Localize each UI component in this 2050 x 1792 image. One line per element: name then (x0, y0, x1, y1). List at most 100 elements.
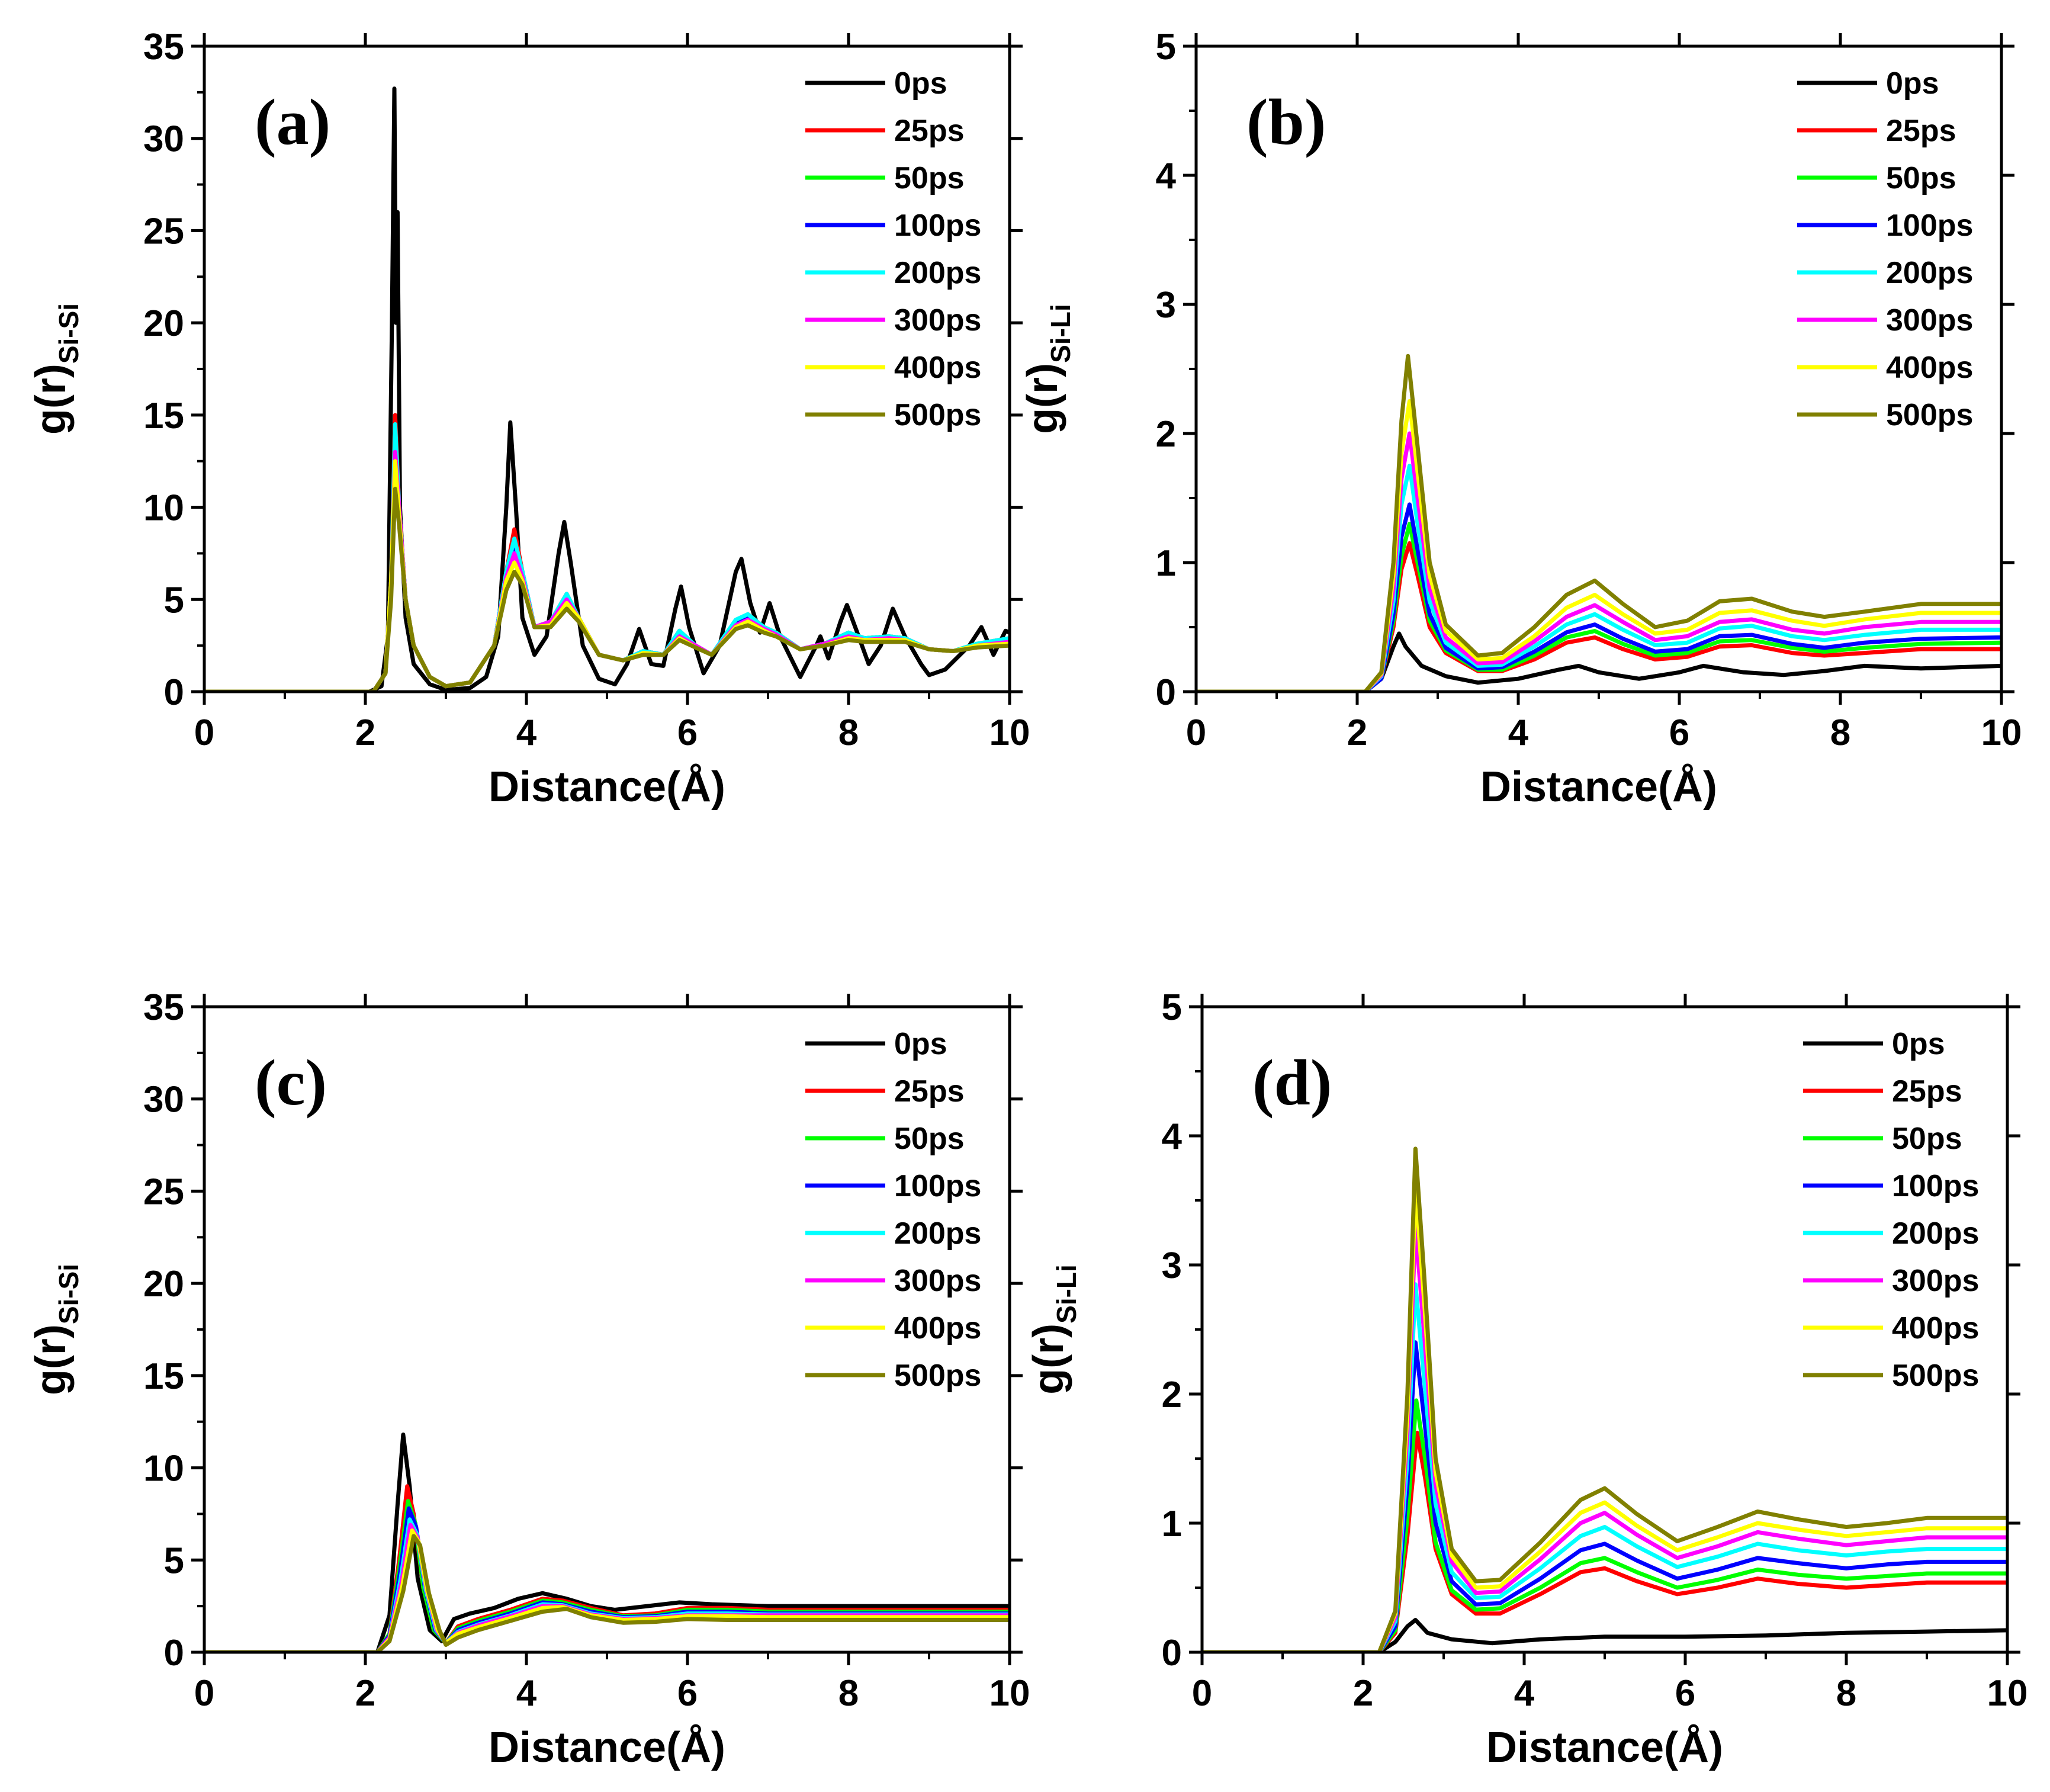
x-tick-label: 4 (1514, 1673, 1535, 1714)
series-lines (1202, 1147, 2007, 1652)
series-line-500ps (204, 1534, 1010, 1652)
x-tick-label: 2 (1353, 1673, 1373, 1714)
y-tick-label: 2 (1162, 1374, 1182, 1415)
y-tick-label: 3 (1156, 285, 1176, 326)
y-tick-label: 15 (143, 1356, 184, 1397)
legend-label: 0ps (1892, 1027, 1945, 1061)
series-line-500ps (1196, 354, 2001, 692)
legend: 0ps 25ps 50ps 100ps 200ps 300ps 400ps 500ps (1797, 66, 1973, 432)
legend-label: 400ps (1892, 1311, 1979, 1345)
y-tick-label: 5 (164, 580, 184, 621)
y-tick-label: 5 (164, 1540, 184, 1581)
series-line-25ps (1202, 1430, 2007, 1652)
panel-label: (b) (1246, 86, 1326, 158)
x-tick-label: 10 (1987, 1673, 2028, 1714)
panel-label: (a) (255, 86, 330, 158)
legend-label: 100ps (894, 208, 981, 243)
x-tick-label: 0 (1186, 712, 1206, 753)
y-axis-title-sub: Si-Li (1051, 1264, 1082, 1324)
legend-label: 500ps (1886, 398, 1973, 432)
legend-label: 300ps (1892, 1264, 1979, 1298)
y-tick-label: 10 (143, 488, 184, 529)
legend-label: 300ps (1886, 303, 1973, 338)
series-lines (204, 86, 1010, 692)
legend-label: 500ps (1892, 1359, 1979, 1393)
legend-label: 0ps (1886, 66, 1939, 101)
y-tick-label: 2 (1156, 414, 1176, 455)
y-tick-label: 4 (1162, 1116, 1183, 1157)
y-tick-label: 20 (143, 1264, 184, 1305)
y-tick-label: 15 (143, 396, 184, 436)
x-tick-label: 0 (1192, 1673, 1212, 1714)
y-axis-title-main: g(r) (1025, 1324, 1072, 1395)
y-tick-label: 1 (1162, 1504, 1182, 1544)
panel-c: 0 2 4 6 8 10 0 5 10 15 20 25 30 35 Distance(Å) g(r)Si-S… (27, 987, 1030, 1771)
series-line-0ps (1202, 1618, 2007, 1652)
legend: 0ps 25ps 50ps 100ps 200ps 300ps 400ps 500ps (805, 66, 981, 432)
y-tick-label: 5 (1156, 27, 1176, 68)
legend-label: 25ps (894, 114, 965, 148)
series-line-100ps (1196, 502, 2001, 692)
legend-label: 50ps (1892, 1122, 1962, 1156)
x-tick-label: 8 (838, 712, 859, 753)
y-axis-title: g(r)Si-Li (1019, 304, 1076, 434)
y-tick-label: 30 (143, 1080, 184, 1120)
x-tick-label: 10 (1981, 712, 2022, 753)
legend-label: 400ps (1886, 351, 1973, 385)
series-line-500ps (1202, 1147, 2007, 1652)
x-tick-label: 2 (355, 1673, 375, 1714)
y-axis-title: g(r)Si-Si (27, 303, 84, 435)
series-lines (204, 1433, 1010, 1652)
legend-label: 300ps (894, 1264, 981, 1298)
legend-label: 300ps (894, 303, 981, 338)
panel-label: (d) (1252, 1046, 1332, 1119)
x-tick-label: 4 (516, 1673, 537, 1714)
x-tick-label: 10 (989, 1673, 1030, 1714)
legend-label: 100ps (894, 1169, 981, 1203)
legend-label: 500ps (894, 1359, 981, 1393)
legend-label: 100ps (1886, 208, 1973, 243)
y-axis-title-sub: Si-Si (53, 303, 84, 364)
panel-b: 0 2 4 6 8 10 0 1 2 3 4 5 Distance(Å) g(r)Si-Li (b) 0ps 2… (1019, 27, 2022, 811)
y-tick-label: 0 (164, 672, 184, 713)
x-axis-title: Distance(Å) (1486, 1724, 1723, 1771)
legend: 0ps 25ps 50ps 100ps 200ps 300ps 400ps 500ps (1803, 1027, 1979, 1393)
legend-label: 50ps (894, 161, 965, 195)
x-tick-label: 8 (1836, 1673, 1856, 1714)
legend-label: 50ps (1886, 161, 1956, 195)
x-tick-label: 6 (1669, 712, 1689, 753)
y-tick-label: 35 (143, 987, 184, 1028)
legend-label: 200ps (1886, 256, 1973, 290)
legend-label: 400ps (894, 1311, 981, 1345)
legend-label: 0ps (894, 1027, 947, 1061)
legend-label: 500ps (894, 398, 981, 432)
x-tick-label: 4 (516, 712, 537, 753)
y-tick-label: 35 (143, 27, 184, 68)
x-tick-label: 6 (677, 1673, 698, 1714)
y-axis-title: g(r)Si-Li (1025, 1264, 1082, 1395)
x-tick-label: 6 (1675, 1673, 1695, 1714)
y-tick-label: 25 (143, 211, 184, 252)
y-tick-label: 20 (143, 303, 184, 344)
legend-label: 200ps (1892, 1216, 1979, 1251)
legend-label: 200ps (894, 256, 981, 290)
y-axis-title: g(r)Si-Si (27, 1264, 84, 1395)
series-line-50ps (1202, 1398, 2007, 1652)
y-axis-title-sub: Si-Si (53, 1264, 84, 1324)
y-axis-title-sub: Si-Li (1045, 304, 1076, 363)
x-tick-label: 2 (1347, 712, 1367, 753)
y-tick-label: 25 (143, 1171, 184, 1212)
y-tick-label: 30 (143, 119, 184, 160)
legend: 0ps 25ps 50ps 100ps 200ps 300ps 400ps 500ps (805, 1027, 981, 1393)
y-tick-label: 0 (1162, 1633, 1182, 1674)
y-axis-title-main: g(r) (1019, 363, 1066, 434)
legend-label: 100ps (1892, 1169, 1979, 1203)
panel-label: (c) (255, 1046, 327, 1119)
x-tick-label: 8 (838, 1673, 859, 1714)
x-tick-label: 4 (1508, 712, 1529, 753)
legend-label: 25ps (1886, 114, 1956, 148)
y-axis-title-main: g(r) (27, 364, 75, 435)
legend-label: 200ps (894, 1216, 981, 1251)
series-line-0ps (204, 1433, 1010, 1652)
y-tick-label: 1 (1156, 543, 1176, 584)
